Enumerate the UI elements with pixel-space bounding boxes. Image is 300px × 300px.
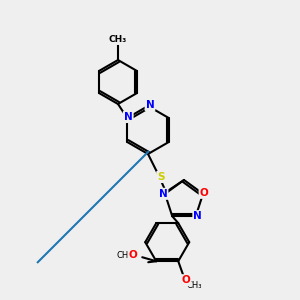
Text: S: S bbox=[157, 172, 165, 182]
Text: O: O bbox=[129, 250, 138, 260]
Text: O: O bbox=[200, 188, 208, 198]
Text: CH₃: CH₃ bbox=[116, 251, 132, 260]
Text: CH₃: CH₃ bbox=[187, 281, 202, 290]
Text: N: N bbox=[124, 112, 133, 122]
Text: N: N bbox=[146, 100, 154, 110]
Text: N: N bbox=[159, 189, 167, 199]
Text: O: O bbox=[182, 275, 190, 285]
Text: N: N bbox=[194, 211, 202, 221]
Text: CH₃: CH₃ bbox=[109, 35, 127, 44]
